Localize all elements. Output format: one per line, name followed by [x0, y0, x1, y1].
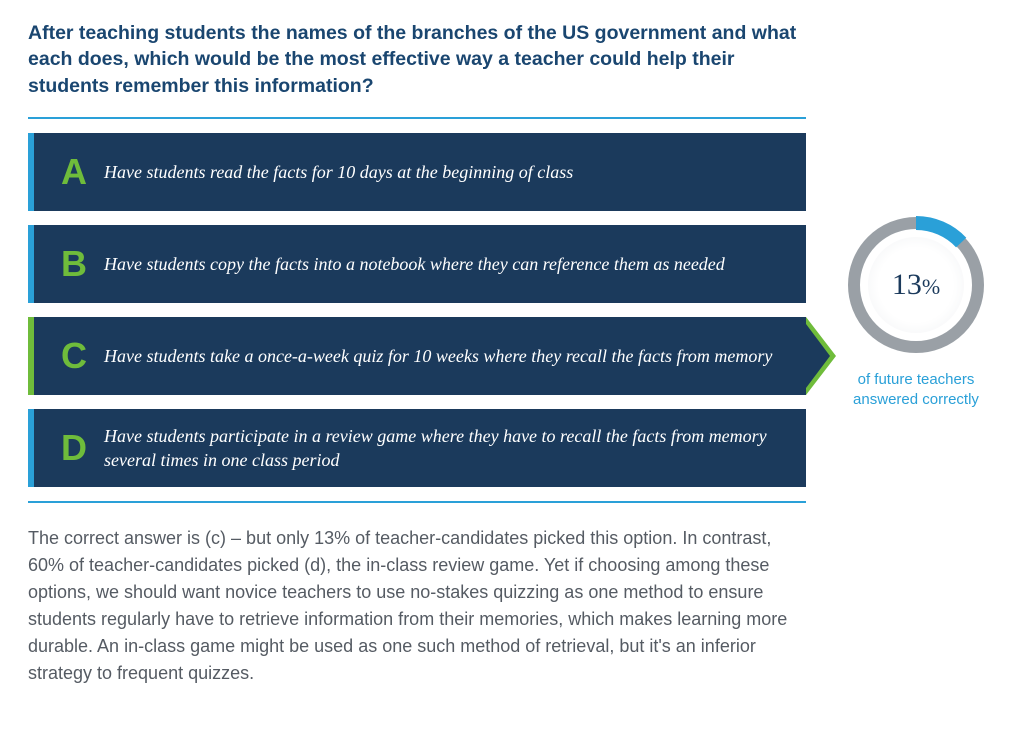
option-text: Have students read the facts for 10 days…: [104, 160, 573, 184]
percent-sign: %: [922, 274, 940, 299]
donut-value: 13%: [892, 268, 940, 302]
option-letter: A: [44, 151, 104, 193]
donut-column: 13% of future teachers answered correctl…: [836, 210, 996, 409]
option-text: Have students take a once-a-week quiz fo…: [104, 344, 772, 368]
explanation-text: The correct answer is (c) – but only 13%…: [28, 525, 808, 687]
options-column: A Have students read the facts for 10 da…: [28, 117, 806, 503]
donut-center: 13%: [868, 237, 964, 333]
main-row: A Have students read the facts for 10 da…: [28, 117, 996, 503]
donut-caption: of future teachers answered correctly: [836, 370, 996, 409]
option-b[interactable]: B Have students copy the facts into a no…: [28, 225, 806, 303]
donut-chart: 13%: [841, 210, 991, 360]
donut-number: 13: [892, 268, 922, 301]
option-letter: B: [44, 243, 104, 285]
option-text: Have students copy the facts into a note…: [104, 252, 725, 276]
option-letter: C: [44, 335, 104, 377]
option-d[interactable]: D Have students participate in a review …: [28, 409, 806, 487]
question-title: After teaching students the names of the…: [28, 20, 808, 99]
option-c[interactable]: C Have students take a once-a-week quiz …: [28, 317, 806, 395]
option-text: Have students participate in a review ga…: [104, 424, 788, 473]
option-a[interactable]: A Have students read the facts for 10 da…: [28, 133, 806, 211]
option-letter: D: [44, 427, 104, 469]
